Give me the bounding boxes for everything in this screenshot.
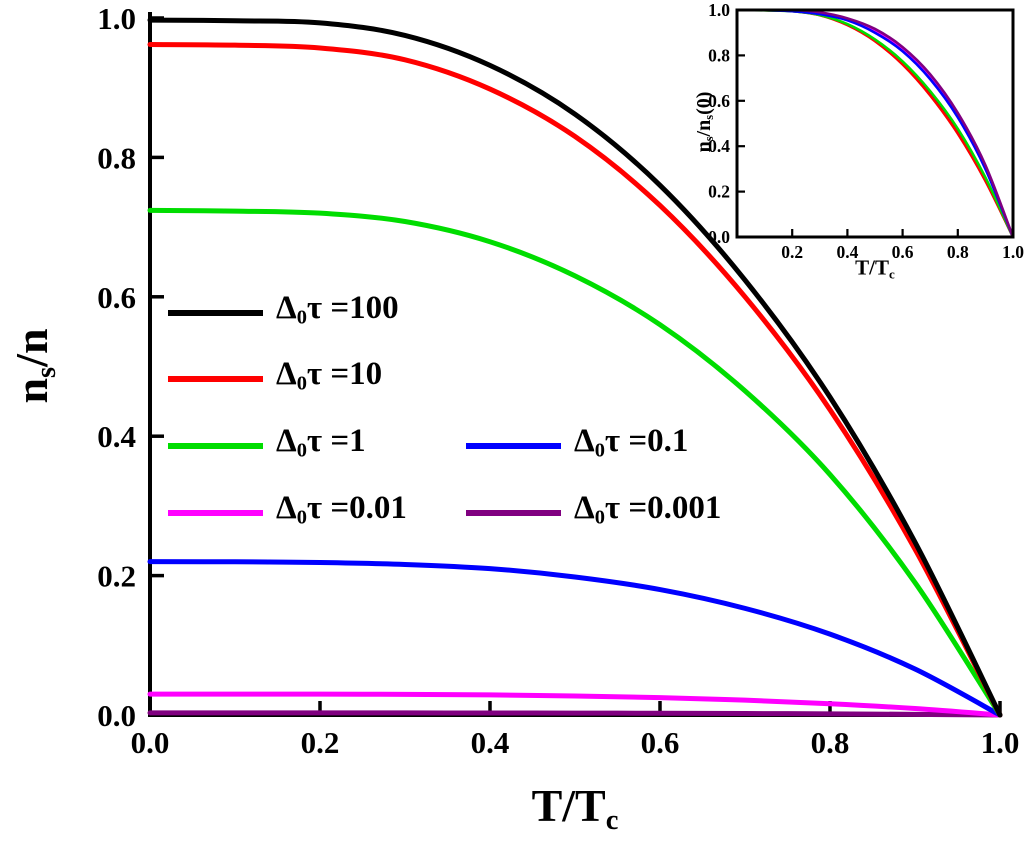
label-text: /n <box>692 119 715 137</box>
main-y-tick-label: 0.6 <box>97 280 136 315</box>
label-subscript: c <box>889 266 895 282</box>
inset-y-tick-label: 0.4 <box>708 136 730 156</box>
label-text: (0) <box>692 91 715 115</box>
main-y-tick-label: 0.2 <box>97 559 136 594</box>
label-text: T/T <box>855 255 890 280</box>
curve--0-0.1 <box>147 559 1003 718</box>
inset-x-tick-label: 0.4 <box>836 242 858 262</box>
inset-background <box>737 10 1013 237</box>
label-text: /n <box>6 328 58 367</box>
inset-y-tick-label: 0.2 <box>708 182 730 202</box>
curve--0-0.01 <box>147 691 1003 718</box>
label-subscript: s <box>30 366 62 378</box>
inset-y-tick-label: 1.0 <box>708 0 730 20</box>
main-x-tick-label: 0.8 <box>811 725 850 760</box>
curve--0-10 <box>147 41 1003 718</box>
main-y-tick-label: 0.0 <box>97 698 136 733</box>
label-text: T/T <box>531 780 606 832</box>
inset-x-tick-label: 0.6 <box>892 242 914 262</box>
label-text: n <box>6 377 58 404</box>
inset-frame <box>735 8 1015 239</box>
main-x-tick-label: 0.6 <box>641 725 680 760</box>
inset-y-tick-label: 0.0 <box>708 227 730 247</box>
main-x-tick-label: 0.4 <box>471 725 510 760</box>
label-text: n <box>692 141 715 153</box>
main-x-tick-label: 0.2 <box>301 725 340 760</box>
label-subscript: s <box>702 136 717 142</box>
label-subscript: s <box>702 114 717 120</box>
main-y-tick-label: 0.4 <box>97 419 136 454</box>
inset-x-tick-label: 0.8 <box>947 242 969 262</box>
inset-x-tick-label: 0.2 <box>781 242 803 262</box>
main-x-tick-label: 1.0 <box>981 725 1020 760</box>
inset-x-tick-label: 1.0 <box>1002 242 1024 262</box>
inset-y-tick-label: 0.8 <box>708 45 730 65</box>
main-x-axis-label: T/Tc <box>532 779 619 837</box>
curve--0-100 <box>147 17 1003 718</box>
main-y-tick-label: 1.0 <box>97 1 136 36</box>
inset-y-tick-label: 0.6 <box>708 91 730 111</box>
inset-y-axis-label: ns/ns(0) <box>693 92 717 153</box>
label-subscript: c <box>605 804 619 836</box>
curve--0-0.001 <box>147 710 1003 718</box>
main-y-tick-label: 0.8 <box>97 140 136 175</box>
inset-x-axis-label: T/Tc <box>855 256 895 283</box>
main-x-tick-label: 0.0 <box>131 725 170 760</box>
main-y-axis-label: ns/n <box>5 328 63 403</box>
curve--0-1 <box>147 207 1003 718</box>
